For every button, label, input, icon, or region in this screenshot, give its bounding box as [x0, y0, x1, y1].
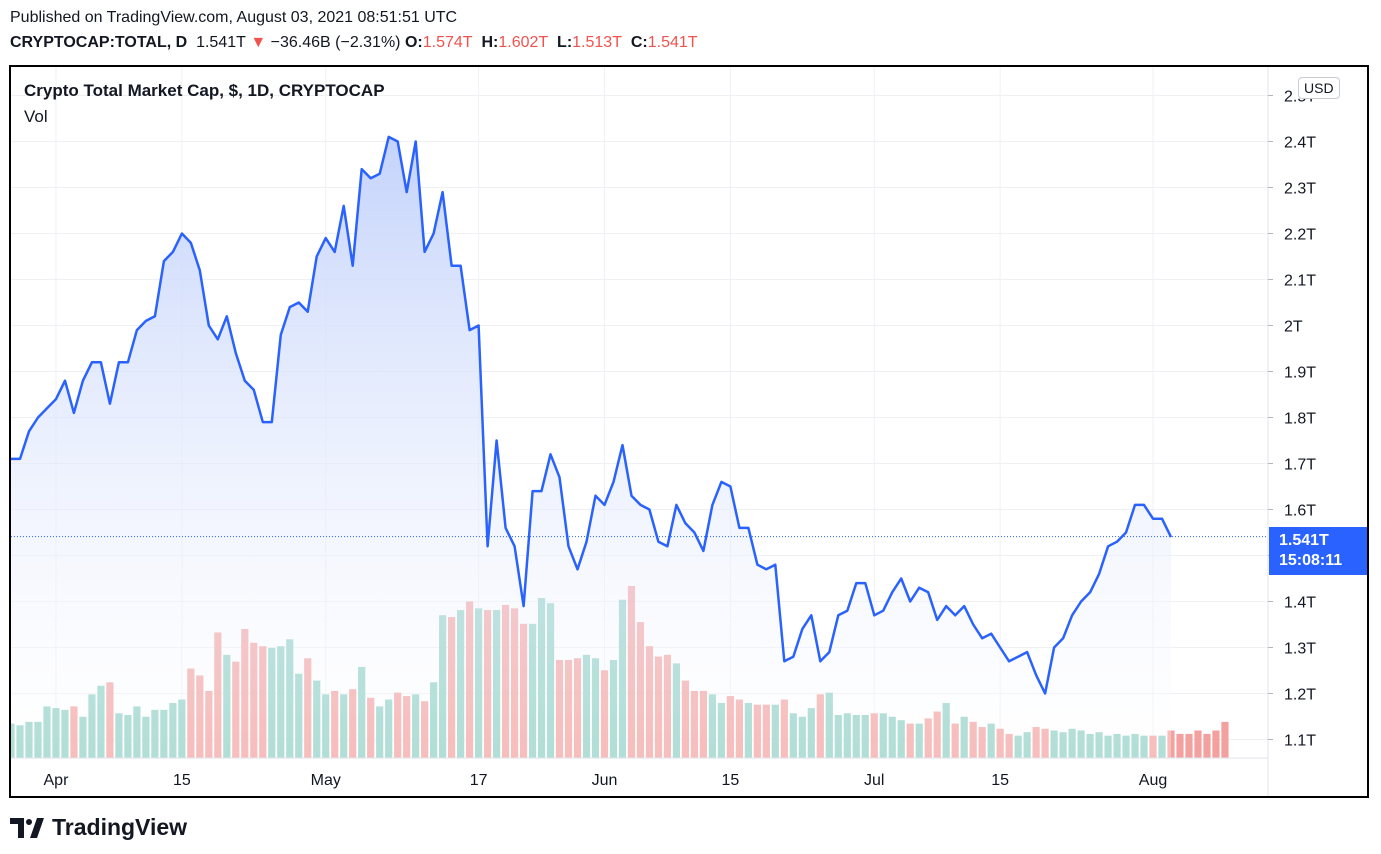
high-value: 1.602T [498, 34, 549, 51]
price-tick-label: 1.4T [1284, 595, 1316, 612]
legend-title[interactable]: Crypto Total Market Cap, $, 1D, CRYPTOCA… [24, 81, 385, 100]
volume-bar [1185, 733, 1193, 758]
time-tick-label: Aug [1139, 772, 1167, 789]
time-tick-label: 15 [991, 772, 1009, 789]
time-tick-label: Jul [864, 772, 884, 789]
price-tick-label: 2.4T [1284, 135, 1316, 152]
time-tick-label: 15 [721, 772, 739, 789]
price-tick-label: 2.2T [1284, 227, 1316, 244]
price-change: −36.46B (−2.31%) [270, 34, 401, 51]
price-tick-label: 1.2T [1284, 687, 1316, 704]
volume-bar [1203, 733, 1211, 758]
last-price-value: 1.541T [1279, 532, 1329, 549]
published-line: Published on TradingView.com, August 03,… [10, 9, 458, 26]
chart-frame[interactable]: 2.5T2.4T2.3T2.2T2.1T2T1.9T1.8T1.7T1.6T1.… [9, 65, 1369, 798]
price-tick-label: 1.8T [1284, 411, 1316, 428]
volume-bar [1212, 730, 1220, 758]
last-price-tag: 1.541T 15:08:11 [1269, 527, 1367, 575]
chart-legend: Crypto Total Market Cap, $, 1D, CRYPTOCA… [24, 81, 385, 127]
volume-bar [1221, 721, 1229, 758]
chart-svg[interactable]: 2.5T2.4T2.3T2.2T2.1T2T1.9T1.8T1.7T1.6T1.… [11, 67, 1367, 796]
open-label: O: [404, 34, 423, 51]
footer-brand[interactable]: TradingView [10, 814, 187, 841]
price-axis[interactable]: 2.5T2.4T2.3T2.2T2.1T2T1.9T1.8T1.7T1.6T1.… [1268, 89, 1316, 750]
open-value: 1.574T [422, 34, 473, 51]
low-value: 1.513T [572, 34, 622, 51]
price-tick-label: 1.6T [1284, 503, 1316, 520]
time-tick-label: 15 [173, 772, 191, 789]
time-axis[interactable]: Apr 15 May 17 Jun 15 Jul 15 Aug [44, 772, 1168, 789]
price-tick-label: 1.1T [1284, 733, 1316, 750]
time-tick-label: May [311, 772, 341, 789]
volume-bar [1176, 733, 1184, 758]
low-label: L: [557, 34, 573, 51]
currency-button[interactable]: USD [1298, 77, 1340, 99]
last-price: 1.541T [196, 34, 246, 51]
down-arrow-icon: ▼ [250, 34, 267, 51]
tradingview-logo-icon [10, 817, 44, 838]
brand-name: TradingView [52, 814, 188, 840]
price-tick-label: 1.9T [1284, 365, 1316, 382]
legend-vol[interactable]: Vol [24, 107, 48, 126]
time-tick-label: Apr [44, 772, 70, 789]
bar-countdown: 15:08:11 [1279, 552, 1343, 569]
symbol-label[interactable]: CRYPTOCAP:TOTAL, D [10, 34, 188, 51]
close-value: 1.541T [647, 34, 698, 51]
price-tick-label: 2.3T [1284, 181, 1316, 198]
price-tick-label: 2T [1284, 319, 1303, 336]
price-tick-label: 1.3T [1284, 641, 1316, 658]
time-tick-label: Jun [592, 772, 618, 789]
high-label: H: [481, 34, 499, 51]
ohlc-bar: CRYPTOCAP:TOTAL, D 1.541T ▼ −36.46B (−2.… [10, 34, 698, 52]
market-cap-area [11, 136, 1171, 758]
price-tick-label: 2.1T [1284, 273, 1316, 290]
price-tick-label: 1.7T [1284, 457, 1316, 474]
volume-bar [1194, 730, 1202, 758]
market-cap-line[interactable] [11, 135, 1173, 695]
time-tick-label: 17 [470, 772, 488, 789]
close-label: C: [630, 34, 648, 51]
